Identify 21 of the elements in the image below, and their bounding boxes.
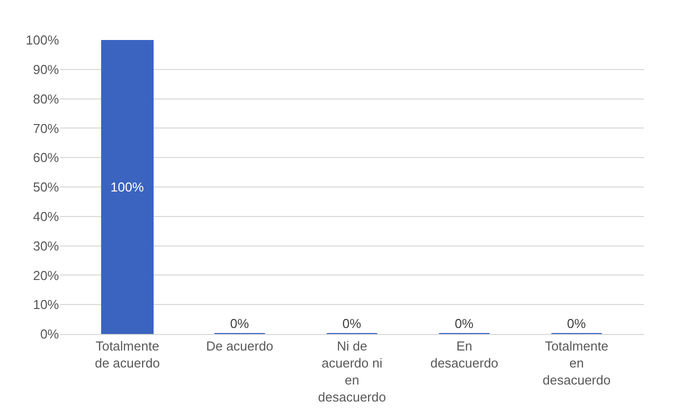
y-tick-label: 20%: [32, 268, 60, 283]
data-label: 0%: [342, 316, 362, 331]
data-label: 0%: [230, 316, 250, 331]
y-tick-label: 40%: [32, 208, 60, 224]
y-tick-label: 100%: [26, 32, 60, 48]
data-label: 0%: [454, 316, 474, 331]
x-tick-label: De acuerdo: [206, 338, 274, 354]
x-tick-label: Totalmente de acuerdo: [94, 338, 160, 370]
y-tick-label: 0%: [40, 326, 60, 342]
y-tick-label: 90%: [32, 62, 60, 77]
y-tick-label: 30%: [32, 238, 60, 254]
data-label: 100%: [110, 180, 144, 194]
y-tick-label: 60%: [32, 150, 60, 166]
y-tick-label: 50%: [32, 180, 60, 195]
x-tick-label: Totalmente en desacuerdo: [542, 338, 611, 388]
x-tick-label: Ni de acuerdo ni en desacuerdo: [318, 338, 386, 404]
x-tick-label: En desacuerdo: [430, 338, 498, 370]
y-tick-label: 10%: [32, 297, 60, 312]
y-tick-label: 80%: [32, 91, 60, 106]
y-tick-label: 70%: [32, 120, 60, 136]
data-label: 0%: [567, 316, 586, 331]
